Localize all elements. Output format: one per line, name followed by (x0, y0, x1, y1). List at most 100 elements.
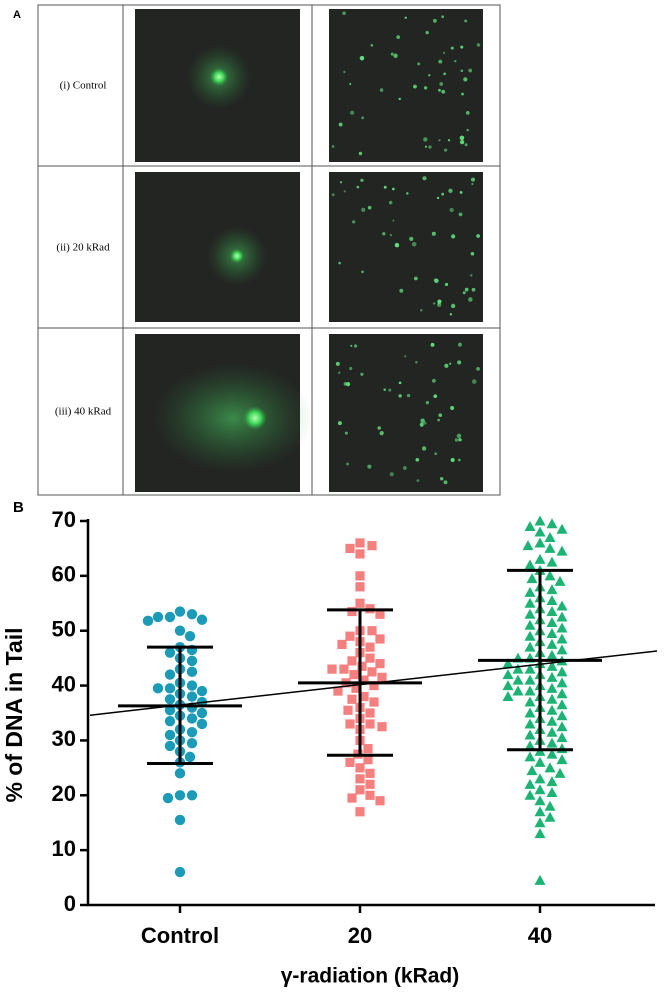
nucleus (432, 378, 436, 383)
nucleus (459, 191, 463, 194)
y-tick-label: 20 (52, 781, 76, 806)
data-point (369, 697, 379, 707)
data-point (524, 619, 536, 630)
data-point (164, 694, 176, 705)
data-point (367, 667, 377, 677)
nucleus (417, 62, 421, 66)
y-tick-label: 30 (52, 726, 76, 751)
data-point (524, 597, 536, 608)
nucleus (437, 302, 442, 308)
data-point (186, 737, 198, 749)
data-point (546, 726, 558, 737)
data-point (526, 573, 538, 584)
data-point (355, 571, 365, 581)
x-tick-label: 20 (348, 923, 372, 948)
data-point (174, 790, 186, 801)
nucleus (359, 55, 365, 61)
data-point (534, 795, 546, 806)
nucleus (360, 372, 364, 376)
y-tick-label: 70 (52, 507, 76, 532)
data-point (365, 653, 375, 663)
nucleus (367, 464, 372, 469)
data-point (524, 630, 536, 641)
data-point (365, 719, 375, 729)
data-point (345, 543, 355, 554)
data-point (347, 694, 357, 704)
comet-head (243, 406, 267, 430)
nucleus (471, 182, 474, 186)
data-point (164, 729, 176, 741)
data-point (544, 531, 556, 542)
y-tick-label: 50 (52, 617, 76, 642)
data-point (365, 642, 375, 652)
data-point (524, 707, 536, 718)
data-point (196, 614, 208, 625)
data-point (365, 708, 375, 718)
nucleus (444, 363, 449, 368)
data-point (347, 793, 357, 803)
nucleus (350, 344, 353, 347)
data-point (524, 520, 536, 531)
trend-line (89, 650, 658, 716)
data-point (502, 680, 514, 691)
nucleus (406, 192, 409, 195)
nucleus (411, 241, 417, 247)
data-point (546, 704, 558, 715)
comet-head (230, 249, 244, 263)
nucleus (367, 205, 372, 210)
nucleus (392, 187, 395, 191)
data-point (556, 688, 568, 699)
nucleus (465, 110, 470, 115)
panel-border (37, 4, 501, 496)
nucleus (356, 185, 360, 189)
nucleus (379, 88, 384, 92)
nucleus (458, 438, 462, 442)
data-point (556, 710, 568, 721)
y-tick-label: 40 (52, 671, 76, 696)
data-point (546, 671, 558, 682)
data-point (546, 748, 558, 759)
nucleus (430, 342, 435, 347)
nucleus (402, 466, 407, 470)
nucleus (339, 181, 343, 184)
data-point (546, 776, 558, 787)
nucleus (392, 219, 395, 222)
nucleus (352, 220, 356, 224)
y-tick-label: 0 (64, 891, 76, 916)
nucleus (425, 30, 429, 35)
nucleus (437, 418, 440, 422)
nucleus (404, 16, 407, 19)
nucleus (461, 92, 464, 96)
data-point (544, 762, 556, 773)
data-point (377, 672, 387, 682)
data-point (359, 675, 369, 685)
nucleus (464, 19, 468, 23)
data-point (347, 606, 357, 617)
data-point (556, 677, 568, 688)
data-point (534, 756, 546, 767)
data-point (174, 606, 186, 617)
nucleus (415, 457, 420, 462)
nucleus (390, 52, 394, 56)
data-point (524, 729, 536, 740)
data-point (164, 611, 176, 623)
data-point (174, 625, 186, 636)
data-point (339, 664, 349, 674)
data-point (556, 633, 568, 644)
data-point (502, 691, 514, 702)
data-point (184, 751, 196, 763)
nucleus (434, 452, 438, 456)
row-label: (iii) 40 kRad (55, 406, 112, 418)
nucleus (460, 69, 464, 73)
nucleus (360, 178, 364, 182)
nucleus (459, 135, 465, 141)
x-axis-label: γ-radiation (kRad) (281, 965, 460, 988)
nucleus (349, 82, 352, 85)
nucleus (383, 388, 386, 391)
nucleus (441, 15, 445, 19)
row-label: (ii) 20 kRad (56, 242, 110, 254)
data-point (186, 691, 198, 702)
nucleus (441, 89, 446, 94)
data-point (524, 586, 536, 597)
nucleus (388, 388, 392, 392)
